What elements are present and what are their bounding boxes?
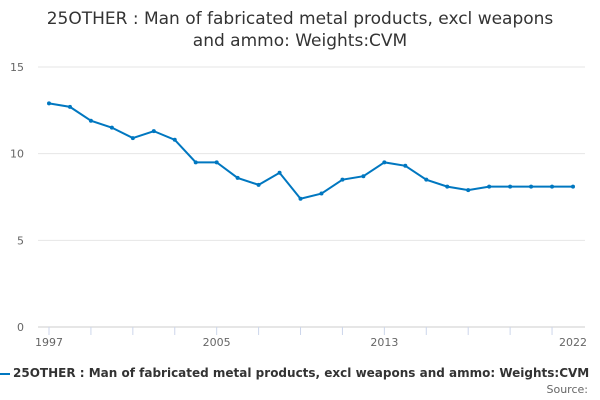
legend-label: 25OTHER : Man of fabricated metal produc… xyxy=(13,366,590,380)
data-point xyxy=(193,160,198,165)
y-tick-label: 5 xyxy=(17,234,24,247)
data-point xyxy=(487,184,492,189)
x-tick-label: 2022 xyxy=(559,336,587,349)
x-tick-label: 2005 xyxy=(203,336,231,349)
data-point xyxy=(403,163,408,168)
source-label: Source: xyxy=(546,383,589,396)
y-tick-label: 0 xyxy=(17,321,24,334)
data-point xyxy=(88,118,93,123)
data-point xyxy=(298,196,303,201)
data-point xyxy=(277,170,282,175)
data-point xyxy=(361,174,366,179)
data-point xyxy=(550,184,555,189)
data-point xyxy=(340,177,345,182)
y-tick-label: 15 xyxy=(10,61,24,74)
data-point xyxy=(130,136,135,141)
data-point xyxy=(382,160,387,165)
data-point xyxy=(172,137,177,142)
data-point xyxy=(67,104,72,109)
data-point xyxy=(47,101,51,106)
data-point xyxy=(319,191,324,196)
data-point xyxy=(571,184,575,189)
y-tick-label: 10 xyxy=(10,148,24,161)
data-point xyxy=(508,184,513,189)
data-point xyxy=(424,177,429,182)
legend-swatch xyxy=(0,372,10,375)
x-tick-label: 2013 xyxy=(370,336,398,349)
data-point xyxy=(235,175,240,180)
data-point xyxy=(214,160,219,165)
legend[interactable]: 25OTHER : Man of fabricated metal produc… xyxy=(0,366,589,380)
data-point xyxy=(256,182,261,187)
chart-title-line-1: 25OTHER : Man of fabricated metal produc… xyxy=(46,9,554,29)
data-point xyxy=(151,129,156,134)
series-line xyxy=(48,102,573,200)
data-point xyxy=(529,184,534,189)
data-point xyxy=(466,188,471,193)
data-point xyxy=(109,125,114,130)
x-tick-label: 1997 xyxy=(35,336,63,349)
chart-title: 25OTHER : Man of fabricated metal produc… xyxy=(0,8,600,52)
data-point xyxy=(445,184,450,189)
chart-title-line-2: and ammo: Weights:CVM xyxy=(192,31,408,51)
